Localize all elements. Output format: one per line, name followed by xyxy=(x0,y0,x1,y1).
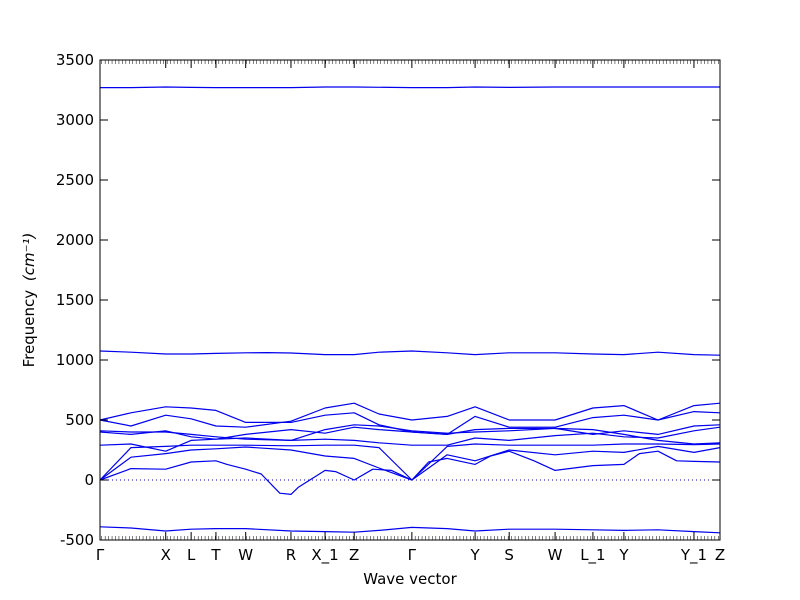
y-tick-label: 2000 xyxy=(56,231,94,249)
phonon-bands xyxy=(99,86,721,534)
x-tick-label: W xyxy=(548,546,563,564)
x-tick-label: X xyxy=(161,546,171,564)
x-tick-label: Y xyxy=(618,546,629,564)
x-tick-label: T xyxy=(210,546,221,564)
y-tick-label: 1000 xyxy=(56,351,94,369)
x-tick-label: Z xyxy=(349,546,359,564)
band-line-3 xyxy=(99,526,721,534)
x-tick-label: L xyxy=(187,546,196,564)
band-line-2 xyxy=(99,350,721,356)
band-line-1 xyxy=(100,86,720,89)
x-tick-label: X_1 xyxy=(311,546,338,565)
band-line-5 xyxy=(99,445,721,481)
x-tick-label: S xyxy=(504,546,514,564)
y-tick-label: 1500 xyxy=(56,291,94,309)
minor-ticks xyxy=(101,60,719,540)
x-tick-label: R xyxy=(286,546,296,564)
x-axis-label: Wave vector xyxy=(363,570,457,588)
y-tick-label: 3500 xyxy=(56,51,94,69)
x-tick-label: Z xyxy=(715,546,725,564)
y-axis-label-text: Frequency xyxy=(20,290,38,368)
x-tick-label: W xyxy=(238,546,253,564)
plot-area-frame xyxy=(99,59,721,541)
band-line-7 xyxy=(99,426,721,452)
x-tick-label: Y xyxy=(470,546,481,564)
band-line-8 xyxy=(99,424,721,440)
y-tick-label: -500 xyxy=(60,531,94,549)
y-axis-ticks: -500 0 500 1000 1500 2000 2500 3000 3500 xyxy=(56,51,720,549)
x-tick-label: Γ xyxy=(408,546,417,564)
band-line-9 xyxy=(99,402,721,428)
x-tick-label: Y_1 xyxy=(680,546,707,565)
y-tick-label: 0 xyxy=(84,471,94,489)
y-axis-label-unit: (cm⁻¹) xyxy=(20,233,38,282)
x-tick-label: L_1 xyxy=(580,546,605,565)
y-tick-label: 500 xyxy=(65,411,94,429)
y-tick-label: 2500 xyxy=(56,171,94,189)
band-line-6 xyxy=(99,443,721,481)
band-line-4 xyxy=(99,450,721,495)
band-line-11 xyxy=(99,424,721,445)
x-axis-ticks: Γ X L T W R X_1 Z Γ Y S W L_1 Y Y_1 Z xyxy=(96,60,725,565)
y-tick-label: 3000 xyxy=(56,111,94,129)
x-tick-label: Γ xyxy=(96,546,105,564)
y-axis-label: Frequency (cm⁻¹) xyxy=(20,233,38,368)
